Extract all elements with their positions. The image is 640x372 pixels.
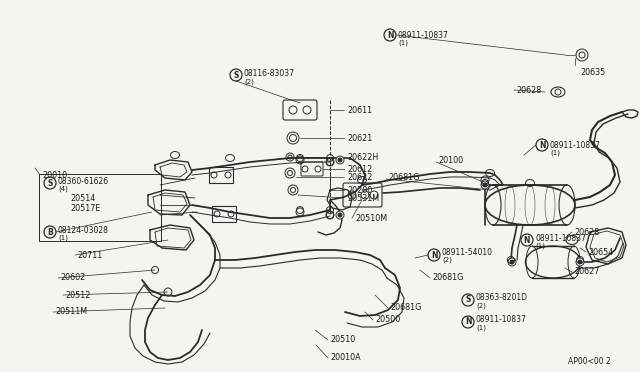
Text: 08363-8201D: 08363-8201D xyxy=(476,294,528,302)
Circle shape xyxy=(336,156,344,164)
Text: N: N xyxy=(387,31,393,39)
Text: (4): (4) xyxy=(58,186,68,192)
Circle shape xyxy=(576,258,584,266)
Text: (1): (1) xyxy=(476,325,486,331)
Text: S: S xyxy=(465,295,470,305)
Text: (1): (1) xyxy=(535,243,545,249)
Text: N: N xyxy=(524,235,531,244)
Circle shape xyxy=(338,213,342,217)
Text: 20622: 20622 xyxy=(347,173,372,182)
Text: 20628: 20628 xyxy=(574,228,599,237)
Text: 20628: 20628 xyxy=(516,86,541,94)
Text: (2): (2) xyxy=(476,303,486,309)
Text: 20512: 20512 xyxy=(65,291,90,299)
Text: 20010: 20010 xyxy=(42,170,67,180)
Text: 20100: 20100 xyxy=(438,155,463,164)
Text: 20621: 20621 xyxy=(347,134,372,142)
Text: 20654: 20654 xyxy=(588,247,613,257)
Text: N: N xyxy=(539,141,545,150)
Text: 20010A: 20010A xyxy=(330,353,360,362)
Text: 20511M: 20511M xyxy=(55,308,87,317)
Text: 20200: 20200 xyxy=(347,186,372,195)
Text: N: N xyxy=(431,250,437,260)
Text: 08911-10837: 08911-10837 xyxy=(476,315,527,324)
Text: B: B xyxy=(47,228,53,237)
Text: 20531M: 20531M xyxy=(347,193,379,202)
Text: (2): (2) xyxy=(442,257,452,263)
Text: S: S xyxy=(47,179,52,187)
Text: 20514: 20514 xyxy=(70,193,95,202)
Text: 08911-54010: 08911-54010 xyxy=(442,247,493,257)
Text: 20711: 20711 xyxy=(77,250,102,260)
Text: 08911-10837: 08911-10837 xyxy=(398,31,449,39)
Text: 20635: 20635 xyxy=(580,67,605,77)
Text: 20681G: 20681G xyxy=(390,304,421,312)
Circle shape xyxy=(336,211,344,219)
Text: N: N xyxy=(465,317,471,327)
Text: (1): (1) xyxy=(398,40,408,46)
Circle shape xyxy=(578,260,582,264)
Text: S: S xyxy=(234,71,239,80)
Text: 20602: 20602 xyxy=(60,273,85,282)
Text: 08911-10837: 08911-10837 xyxy=(535,234,586,243)
Text: 20611: 20611 xyxy=(347,106,372,115)
Text: 08124-03028: 08124-03028 xyxy=(58,225,109,234)
Text: 08116-83037: 08116-83037 xyxy=(244,68,295,77)
Text: 20612: 20612 xyxy=(347,164,372,173)
Text: 20681G: 20681G xyxy=(388,173,419,182)
Text: 20517E: 20517E xyxy=(70,203,100,212)
Text: 20500: 20500 xyxy=(375,315,400,324)
Text: AP00<00 2: AP00<00 2 xyxy=(568,357,611,366)
Text: 20510M: 20510M xyxy=(355,214,387,222)
Text: 20622H: 20622H xyxy=(347,153,378,161)
Text: 08360-61626: 08360-61626 xyxy=(58,176,109,186)
Circle shape xyxy=(508,258,516,266)
Text: 08911-10837: 08911-10837 xyxy=(550,141,601,150)
Text: 20681G: 20681G xyxy=(432,273,463,282)
Text: 20627: 20627 xyxy=(574,267,600,276)
Text: (1): (1) xyxy=(58,235,68,241)
Text: 20510: 20510 xyxy=(330,336,355,344)
Circle shape xyxy=(338,158,342,162)
Text: (2): (2) xyxy=(244,79,254,85)
Circle shape xyxy=(483,183,487,187)
Text: (1): (1) xyxy=(550,150,560,156)
Circle shape xyxy=(481,181,489,189)
Circle shape xyxy=(510,260,514,264)
